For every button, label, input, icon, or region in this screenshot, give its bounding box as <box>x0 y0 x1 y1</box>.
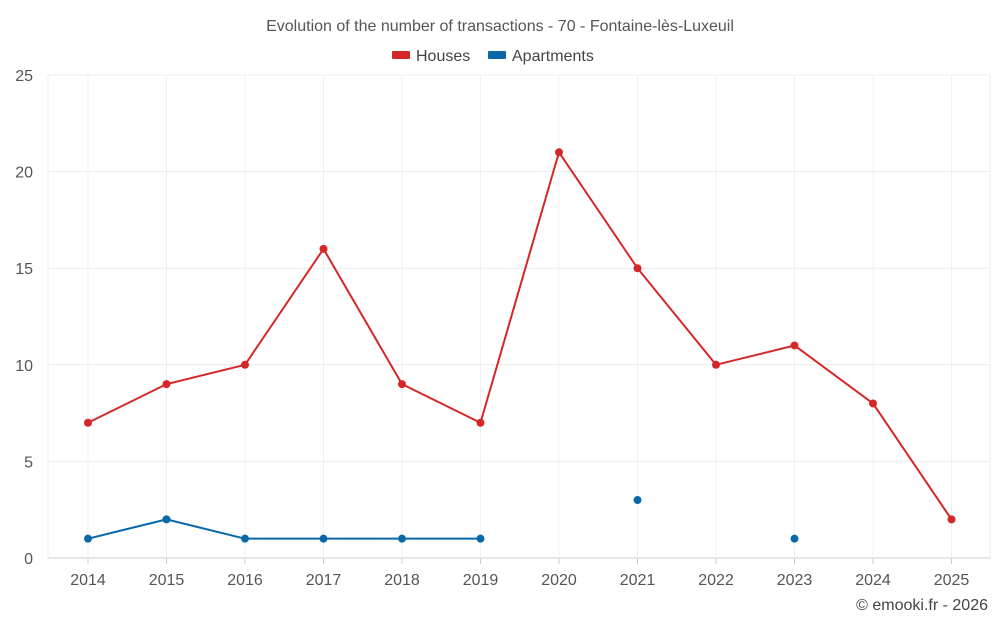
data-point-apartments-2014[interactable] <box>84 534 92 543</box>
data-point-houses-2019[interactable] <box>476 418 485 427</box>
legend-item-houses[interactable]: Houses <box>392 48 470 65</box>
data-point-houses-2022[interactable] <box>712 360 720 369</box>
y-tick-label: 20 <box>15 165 33 182</box>
data-point-apartments-2017[interactable] <box>319 534 328 543</box>
x-tick-label: 2020 <box>541 572 577 589</box>
series-line-apartments <box>87 518 481 540</box>
data-point-houses-2023[interactable] <box>790 341 799 350</box>
y-tick-label: 10 <box>15 358 33 375</box>
data-point-houses-2024[interactable] <box>869 399 877 408</box>
x-tick-label: 2018 <box>384 572 420 589</box>
y-tick-label: 5 <box>24 454 33 471</box>
data-point-houses-2025[interactable] <box>947 515 956 524</box>
legend-label-apartments: Apartments <box>512 48 594 65</box>
legend-item-apartments[interactable]: Apartments <box>488 48 594 65</box>
x-tick-label: 2025 <box>934 572 970 589</box>
grid <box>47 74 991 559</box>
data-point-apartments-2015[interactable] <box>162 515 171 524</box>
legend: Houses Apartments <box>392 48 594 65</box>
x-tick-label: 2019 <box>463 572 499 589</box>
data-point-apartments-2018[interactable] <box>398 534 406 543</box>
data-point-houses-2015[interactable] <box>162 380 171 389</box>
data-point-houses-2014[interactable] <box>84 418 92 427</box>
data-point-apartments-2019[interactable] <box>476 534 485 543</box>
legend-swatch-apartments <box>488 51 506 59</box>
series-line-houses <box>87 151 953 520</box>
series <box>84 148 956 543</box>
x-tick-label: 2017 <box>306 572 342 589</box>
data-point-houses-2016[interactable] <box>241 360 249 369</box>
x-tick-label: 2015 <box>149 572 185 589</box>
x-tick-label: 2016 <box>227 572 263 589</box>
data-point-houses-2017[interactable] <box>319 244 328 253</box>
data-point-apartments-2023[interactable] <box>790 534 799 543</box>
credit-text: © emooki.fr - 2026 <box>856 597 988 614</box>
y-tick-label: 0 <box>24 551 33 568</box>
x-tick-label: 2023 <box>777 572 813 589</box>
x-tick-label: 2014 <box>70 572 106 589</box>
y-tick-label: 15 <box>15 261 33 278</box>
legend-label-houses: Houses <box>416 48 470 65</box>
x-tick-label: 2021 <box>620 572 656 589</box>
series-apartments <box>84 496 799 543</box>
x-tick-label: 2022 <box>698 572 734 589</box>
data-point-houses-2021[interactable] <box>633 264 642 273</box>
x-tick-label: 2024 <box>855 572 891 589</box>
data-point-houses-2020[interactable] <box>555 148 563 157</box>
y-tick-label: 25 <box>15 68 33 85</box>
chart-title: Evolution of the number of transactions … <box>266 18 734 35</box>
data-point-apartments-2021[interactable] <box>633 496 642 505</box>
data-point-apartments-2016[interactable] <box>241 534 249 543</box>
data-point-houses-2018[interactable] <box>398 380 406 389</box>
series-houses <box>84 148 956 524</box>
legend-swatch-houses <box>392 51 410 59</box>
